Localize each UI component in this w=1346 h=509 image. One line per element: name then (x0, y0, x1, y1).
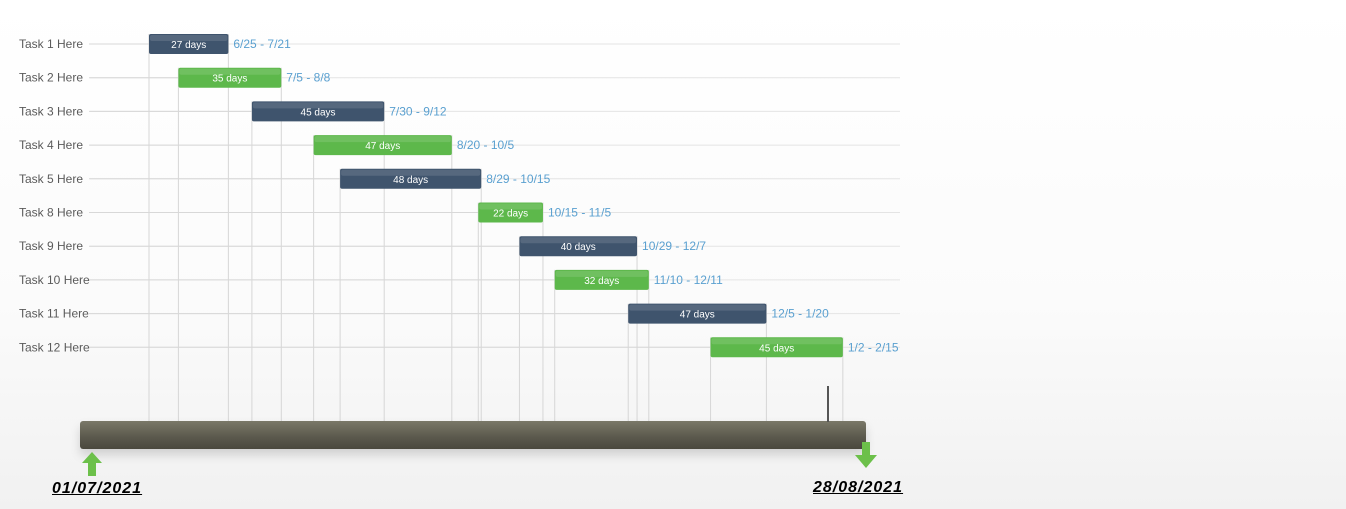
task-bar (251, 101, 385, 122)
task-bar (710, 337, 843, 358)
task-date-range-label: 8/29 - 10/15 (486, 172, 550, 186)
start-date-label: 01/07/2021 (52, 480, 143, 497)
timeline-today-marker (827, 386, 829, 422)
task-label: Task 2 Here (19, 71, 83, 85)
task-duration-label: 35 days (212, 74, 247, 85)
task-label: Task 3 Here (19, 104, 83, 118)
task-bar (478, 202, 543, 223)
task-label: Task 12 Here (19, 340, 90, 354)
task-bar-highlight (479, 203, 542, 210)
task-label: Task 9 Here (19, 239, 83, 253)
start-arrow-icon (82, 452, 102, 476)
task-date-range-label: 7/30 - 9/12 (389, 104, 447, 118)
task-date-range-label: 8/20 - 10/5 (457, 138, 515, 152)
task-bar-highlight (150, 35, 228, 41)
task-duration-label: 45 days (301, 107, 336, 118)
task-bar (178, 67, 282, 88)
task-label: Task 1 Here (19, 37, 83, 51)
task-date-range-label: 6/25 - 7/21 (233, 37, 291, 51)
task-date-range-label: 11/10 - 12/11 (654, 273, 723, 287)
task-date-range-label: 1/2 - 2/15 (848, 340, 899, 354)
task-label: Task 8 Here (19, 206, 83, 220)
end-arrow-icon (855, 442, 877, 468)
task-bar (313, 135, 452, 156)
task-bar-highlight (629, 304, 766, 311)
timeline-bar (80, 421, 866, 449)
task-bar-highlight (341, 169, 481, 176)
task-bar-highlight (179, 68, 281, 75)
task-bars: Task 1 Here 27 days 6/25 - 7/21 Task 2 Here… (19, 34, 899, 358)
task-duration-label: 22 days (493, 209, 528, 220)
task-duration-label: 32 days (584, 276, 619, 287)
task-bar-highlight (252, 102, 384, 109)
gridlines (89, 34, 900, 421)
task-date-range-label: 10/15 - 11/5 (548, 206, 611, 220)
task-bar-highlight (314, 136, 451, 143)
task-date-range-label: 7/5 - 8/8 (286, 71, 330, 85)
task-label: Task 10 Here (19, 273, 90, 287)
task-bar (554, 269, 649, 290)
task-date-range-label: 10/29 - 12/7 (642, 239, 706, 253)
task-bar (149, 34, 229, 54)
task-duration-label: 40 days (561, 242, 596, 253)
task-date-range-label: 12/5 - 1/20 (771, 307, 829, 321)
task-bar-highlight (711, 338, 842, 345)
task-bar-highlight (555, 270, 648, 277)
end-date-label: 28/08/2021 (813, 479, 904, 496)
task-duration-label: 48 days (393, 175, 428, 186)
task-duration-label: 45 days (759, 343, 794, 354)
task-bar (628, 303, 767, 324)
task-bar-highlight (520, 237, 637, 244)
task-bar (340, 168, 482, 189)
task-duration-label: 27 days (171, 40, 206, 51)
task-label: Task 11 Here (19, 307, 89, 321)
task-duration-label: 47 days (365, 141, 400, 152)
task-duration-label: 47 days (680, 310, 715, 321)
task-label: Task 5 Here (19, 172, 83, 186)
task-label: Task 4 Here (19, 138, 83, 152)
task-bar (519, 236, 638, 257)
